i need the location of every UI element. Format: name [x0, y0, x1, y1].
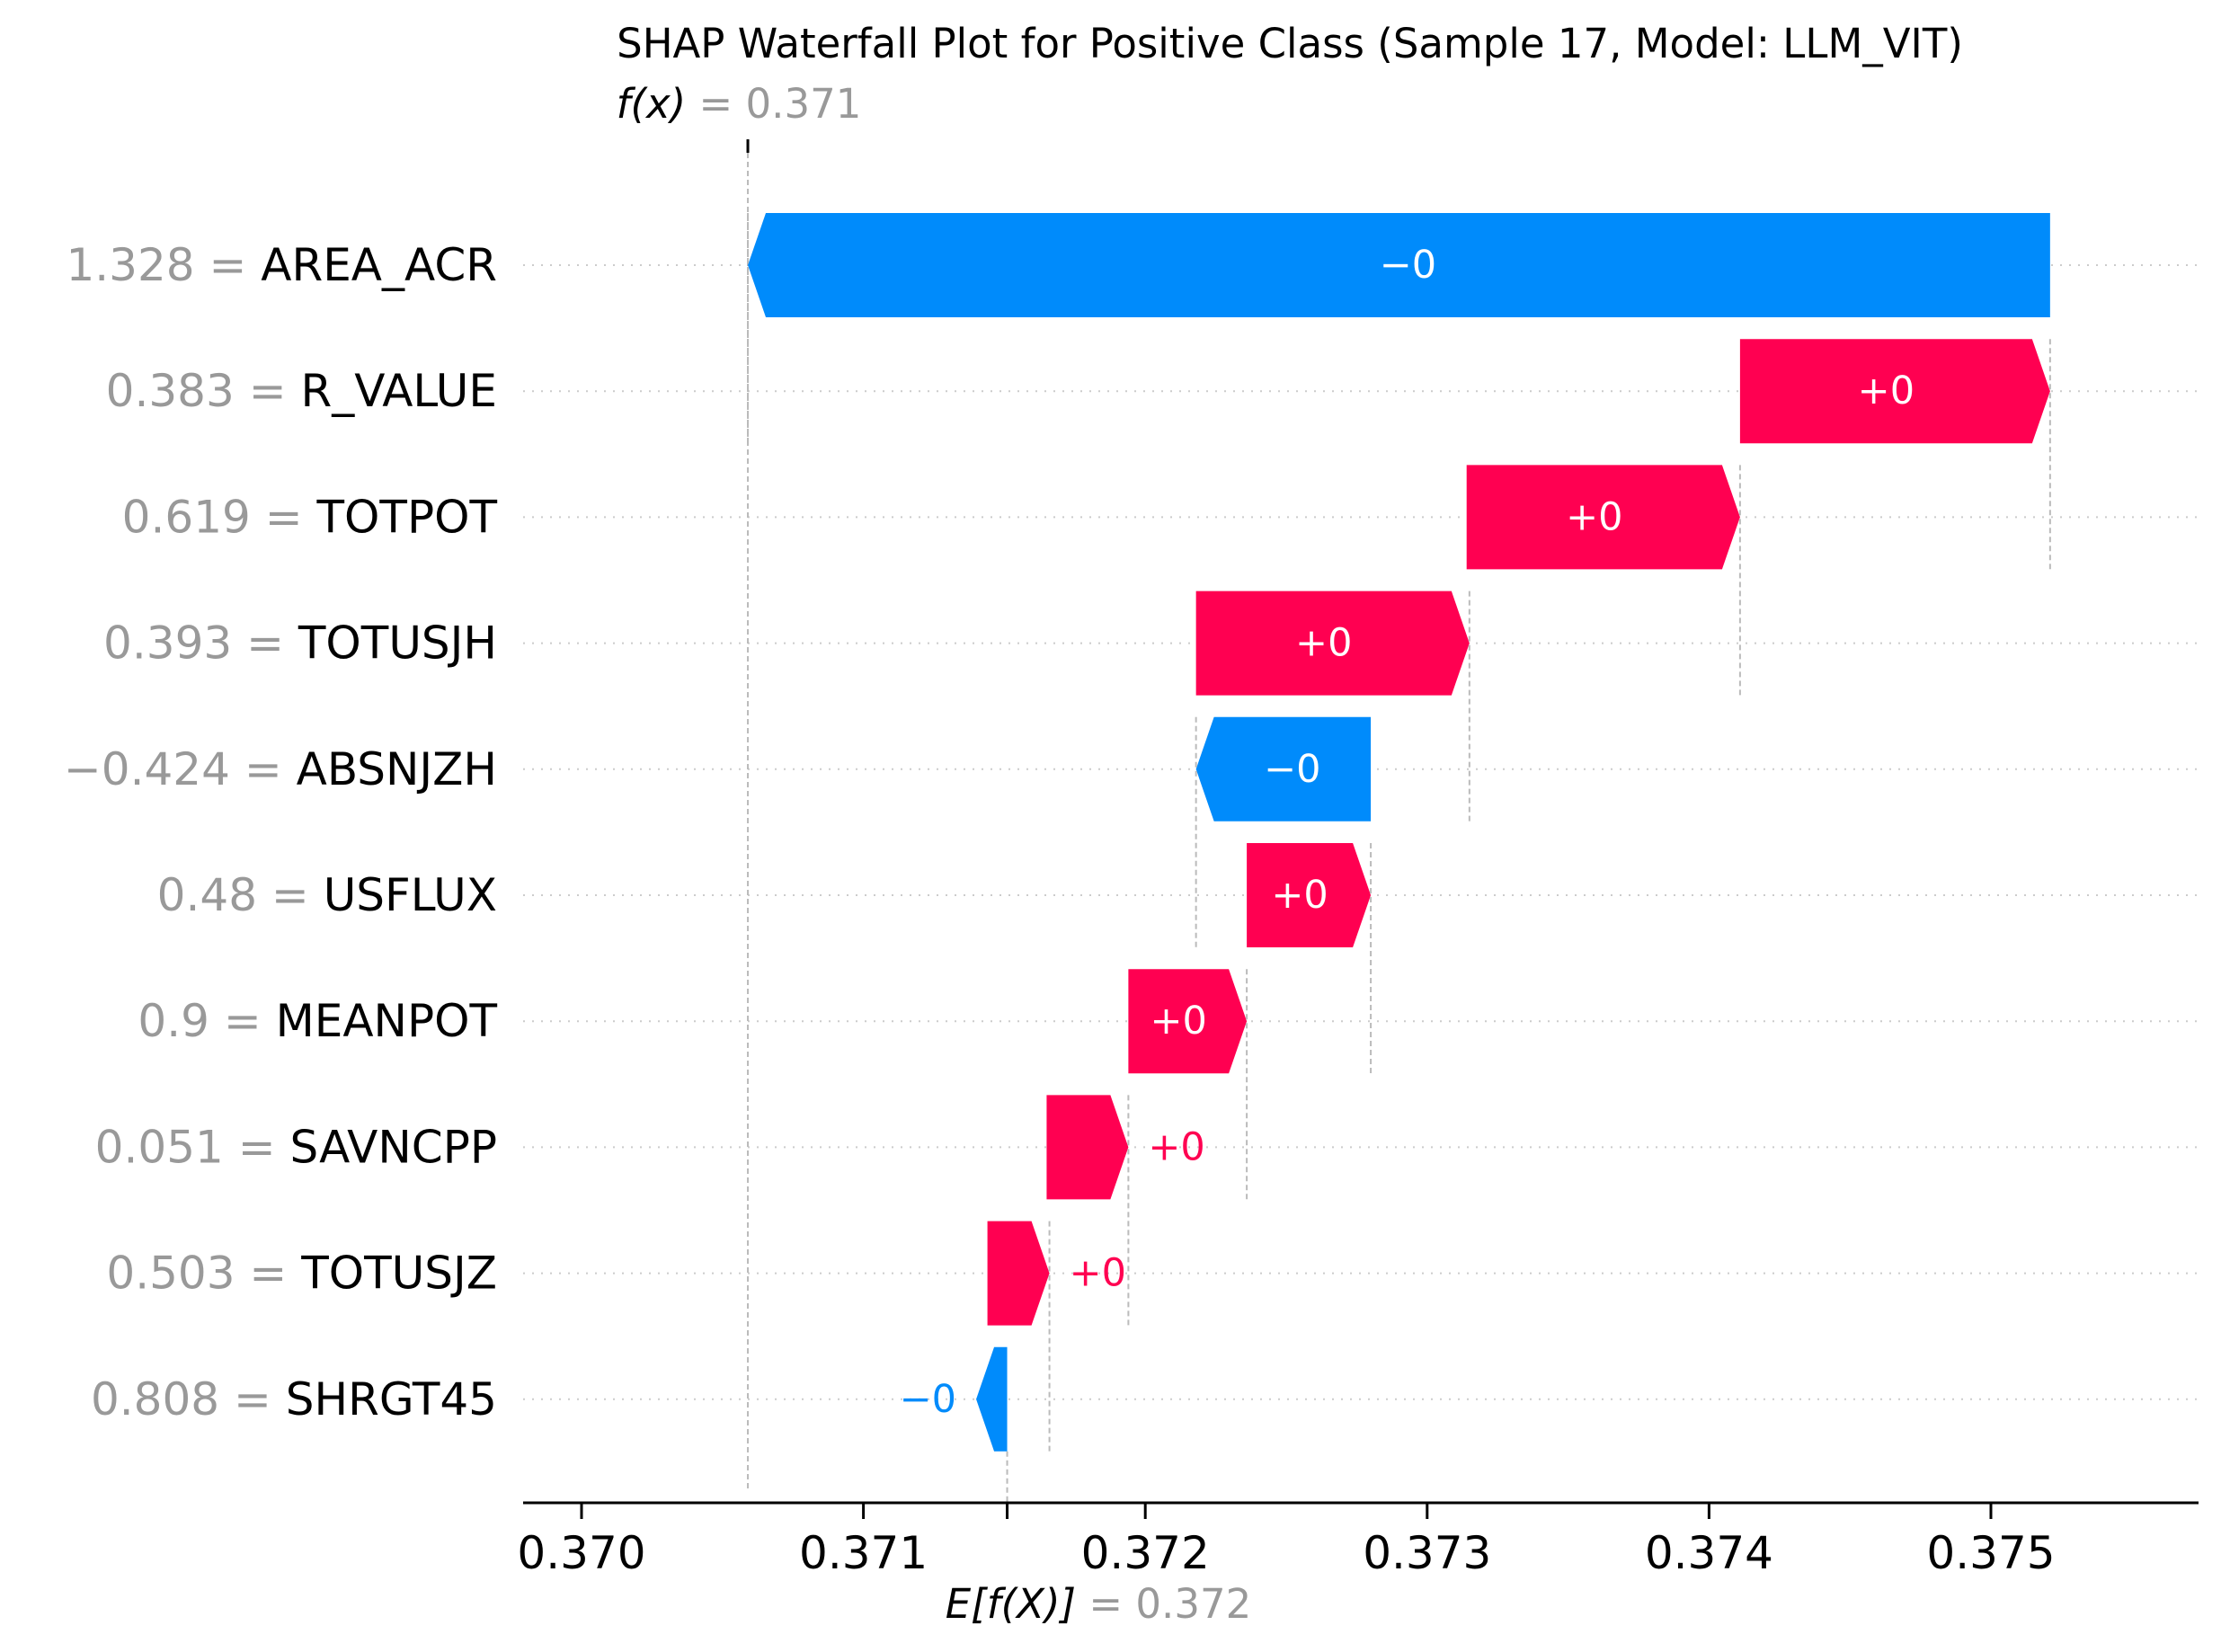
feature-name: TOTPOT — [316, 491, 498, 543]
feature-name: R_VALUE — [300, 365, 497, 417]
feature-value: 0.393 — [103, 617, 232, 670]
bar-value-label: −0 — [1264, 747, 1320, 792]
feature-name: TOTUSJZ — [300, 1248, 497, 1300]
feature-name: AREA_ACR — [261, 239, 497, 291]
fx-equals: = — [699, 80, 746, 128]
positive-bar — [1128, 969, 1248, 1074]
efx-label: E[f(X)] = 0.372 — [946, 1580, 1251, 1628]
feature-name: SAVNCPP — [290, 1121, 498, 1173]
bar-value-label: +0 — [1150, 999, 1207, 1044]
positive-bar — [987, 1221, 1050, 1326]
feature-value: −0.424 — [64, 743, 230, 795]
feature-label: 0.383 = R_VALUE — [106, 365, 497, 417]
feature-value: 0.503 — [106, 1248, 235, 1300]
feature-label: 0.393 = TOTUSJH — [103, 617, 497, 670]
positive-bar — [1046, 1095, 1129, 1200]
positive-bar — [1247, 843, 1372, 947]
feature-equals: = — [209, 995, 276, 1047]
feature-equals: = — [251, 491, 317, 543]
feature-value: 0.383 — [106, 365, 235, 417]
feature-equals: = — [235, 365, 301, 417]
feature-label: −0.424 = ABSNJZH — [64, 743, 497, 795]
bar-value-label: −0 — [900, 1377, 956, 1422]
bar-value-label: −0 — [1380, 243, 1436, 288]
feature-value: 0.808 — [91, 1373, 219, 1426]
feature-label: 0.48 = USFLUX — [157, 869, 497, 921]
feature-equals: = — [230, 743, 297, 795]
feature-name: USFLUX — [324, 869, 497, 921]
feature-name: ABSNJZH — [297, 743, 497, 795]
bar-value-label: +0 — [1858, 369, 1915, 413]
efx-value: 0.372 — [1135, 1580, 1251, 1628]
bar-value-label: +0 — [1070, 1251, 1126, 1296]
feature-name: SHRGT45 — [286, 1373, 497, 1426]
negative-bar — [976, 1346, 1008, 1452]
feature-name: TOTUSJH — [298, 617, 497, 670]
feature-value: 1.328 — [66, 239, 194, 291]
efx-equals: = — [1088, 1580, 1135, 1628]
x-tick-label: 0.372 — [1081, 1527, 1210, 1579]
feature-label: 0.051 = SAVNCPP — [95, 1121, 497, 1173]
x-tick-label: 0.374 — [1645, 1527, 1773, 1579]
feature-equals: = — [235, 1248, 302, 1300]
x-axis-ticks: 0.370 0.371 0.372 0.373 0.374 0.375 — [517, 1503, 2056, 1579]
feature-label: 0.808 = SHRGT45 — [91, 1373, 497, 1426]
feature-label: 0.503 = TOTUSJZ — [106, 1248, 497, 1300]
feature-equals: = — [257, 869, 324, 921]
bars: −0 +0 +0 +0 −0 +0 +0 +0 +0 −0 — [747, 213, 2051, 1452]
bar-value-label: +0 — [1148, 1124, 1204, 1169]
feature-value: 0.9 — [138, 995, 209, 1047]
negative-bar — [1195, 716, 1372, 822]
positive-bar — [1739, 339, 2050, 444]
x-tick-label: 0.373 — [1363, 1527, 1491, 1579]
feature-label: 1.328 = AREA_ACR — [66, 239, 497, 291]
feature-value: 0.051 — [95, 1121, 224, 1173]
fx-name: f(x) — [617, 80, 687, 128]
feature-equals: = — [219, 1373, 286, 1426]
feature-label: 0.619 = TOTPOT — [122, 491, 498, 543]
feature-equals: = — [232, 617, 298, 670]
reference-lines — [746, 139, 1009, 1519]
positive-bar — [1466, 465, 1740, 570]
chart-title: SHAP Waterfall Plot for Positive Class (… — [617, 20, 1963, 67]
fx-label: f(x) = 0.371 — [617, 80, 862, 128]
negative-bar — [748, 213, 2050, 317]
x-tick-label: 0.370 — [517, 1527, 645, 1579]
feature-name: MEANPOT — [276, 995, 498, 1047]
feature-equals: = — [224, 1121, 290, 1173]
feature-label: 0.9 = MEANPOT — [138, 995, 497, 1047]
x-tick-label: 0.371 — [799, 1527, 928, 1579]
feature-value: 0.619 — [122, 491, 251, 543]
feature-equals: = — [195, 239, 262, 291]
bar-value-label: +0 — [1566, 494, 1622, 539]
feature-labels: 1.328 = AREA_ACR 0.383 = R_VALUE 0.619 = T… — [64, 239, 498, 1426]
x-tick-label: 0.375 — [1926, 1527, 2055, 1579]
positive-bar — [1195, 591, 1470, 696]
bar-value-label: +0 — [1271, 873, 1328, 918]
fx-value: 0.371 — [746, 80, 862, 128]
bar-value-label: +0 — [1295, 621, 1352, 666]
feature-value: 0.48 — [157, 869, 257, 921]
efx-name: E[f(X)] — [946, 1580, 1076, 1628]
